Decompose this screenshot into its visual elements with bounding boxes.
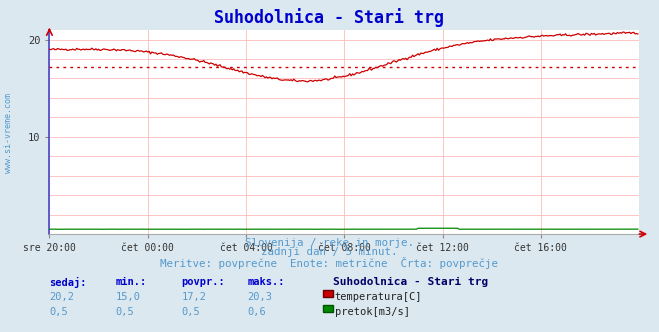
Text: Suhodolnica - Stari trg: Suhodolnica - Stari trg	[214, 8, 445, 27]
Text: Suhodolnica - Stari trg: Suhodolnica - Stari trg	[333, 277, 488, 287]
Text: 0,6: 0,6	[247, 307, 266, 317]
Text: povpr.:: povpr.:	[181, 277, 225, 287]
Text: zadnji dan / 5 minut.: zadnji dan / 5 minut.	[261, 247, 398, 257]
Text: 0,5: 0,5	[181, 307, 200, 317]
Text: temperatura[C]: temperatura[C]	[335, 292, 422, 302]
Text: Meritve: povprečne  Enote: metrične  Črta: povprečje: Meritve: povprečne Enote: metrične Črta:…	[161, 257, 498, 269]
Text: 20,3: 20,3	[247, 292, 272, 302]
Text: 15,0: 15,0	[115, 292, 140, 302]
Text: pretok[m3/s]: pretok[m3/s]	[335, 307, 410, 317]
Text: 20,2: 20,2	[49, 292, 74, 302]
Text: 0,5: 0,5	[115, 307, 134, 317]
Text: maks.:: maks.:	[247, 277, 285, 287]
Text: www.si-vreme.com: www.si-vreme.com	[4, 93, 13, 173]
Text: 0,5: 0,5	[49, 307, 68, 317]
Text: 17,2: 17,2	[181, 292, 206, 302]
Text: sedaj:: sedaj:	[49, 277, 87, 288]
Text: min.:: min.:	[115, 277, 146, 287]
Text: Slovenija / reke in morje.: Slovenija / reke in morje.	[245, 238, 414, 248]
